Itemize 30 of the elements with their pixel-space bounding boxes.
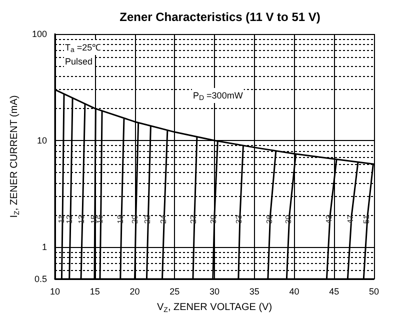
text: 47 <box>346 214 356 224</box>
y-tick-label: 1 <box>42 242 47 252</box>
text: 20 <box>130 214 140 224</box>
text: 24 <box>158 214 168 224</box>
x-tick-label: 10 <box>50 286 60 296</box>
text: 30 <box>209 214 218 224</box>
y-tick-label: 0.5 <box>34 274 47 284</box>
x-tick-label: 15 <box>90 286 100 296</box>
annotation: Pulsed <box>65 56 93 66</box>
x-tick-label: 50 <box>368 286 380 296</box>
text: 27 <box>189 214 198 224</box>
text: 22 <box>142 214 152 224</box>
text: 11 <box>57 214 66 224</box>
text: 18 <box>116 214 126 224</box>
x-tick-label: 35 <box>249 286 260 296</box>
x-tick-label: 45 <box>329 286 340 296</box>
text: 33 <box>234 214 244 224</box>
text: 39 <box>284 214 293 224</box>
y-tick-label: 10 <box>36 135 47 146</box>
x-tick-label: 25 <box>170 286 180 296</box>
x-tick-label: 30 <box>209 286 220 296</box>
text: 36 <box>264 214 274 224</box>
text: 12 <box>65 214 74 224</box>
text: 51 <box>362 214 372 224</box>
text: 13 <box>77 214 86 224</box>
text: 43 <box>324 214 334 224</box>
y-tick-label: 100 <box>32 29 47 39</box>
chart-title: Zener Characteristics (11 V to 51 V) <box>120 10 320 24</box>
x-tick-label: 20 <box>130 286 140 296</box>
x-tick-label: 40 <box>289 286 300 296</box>
